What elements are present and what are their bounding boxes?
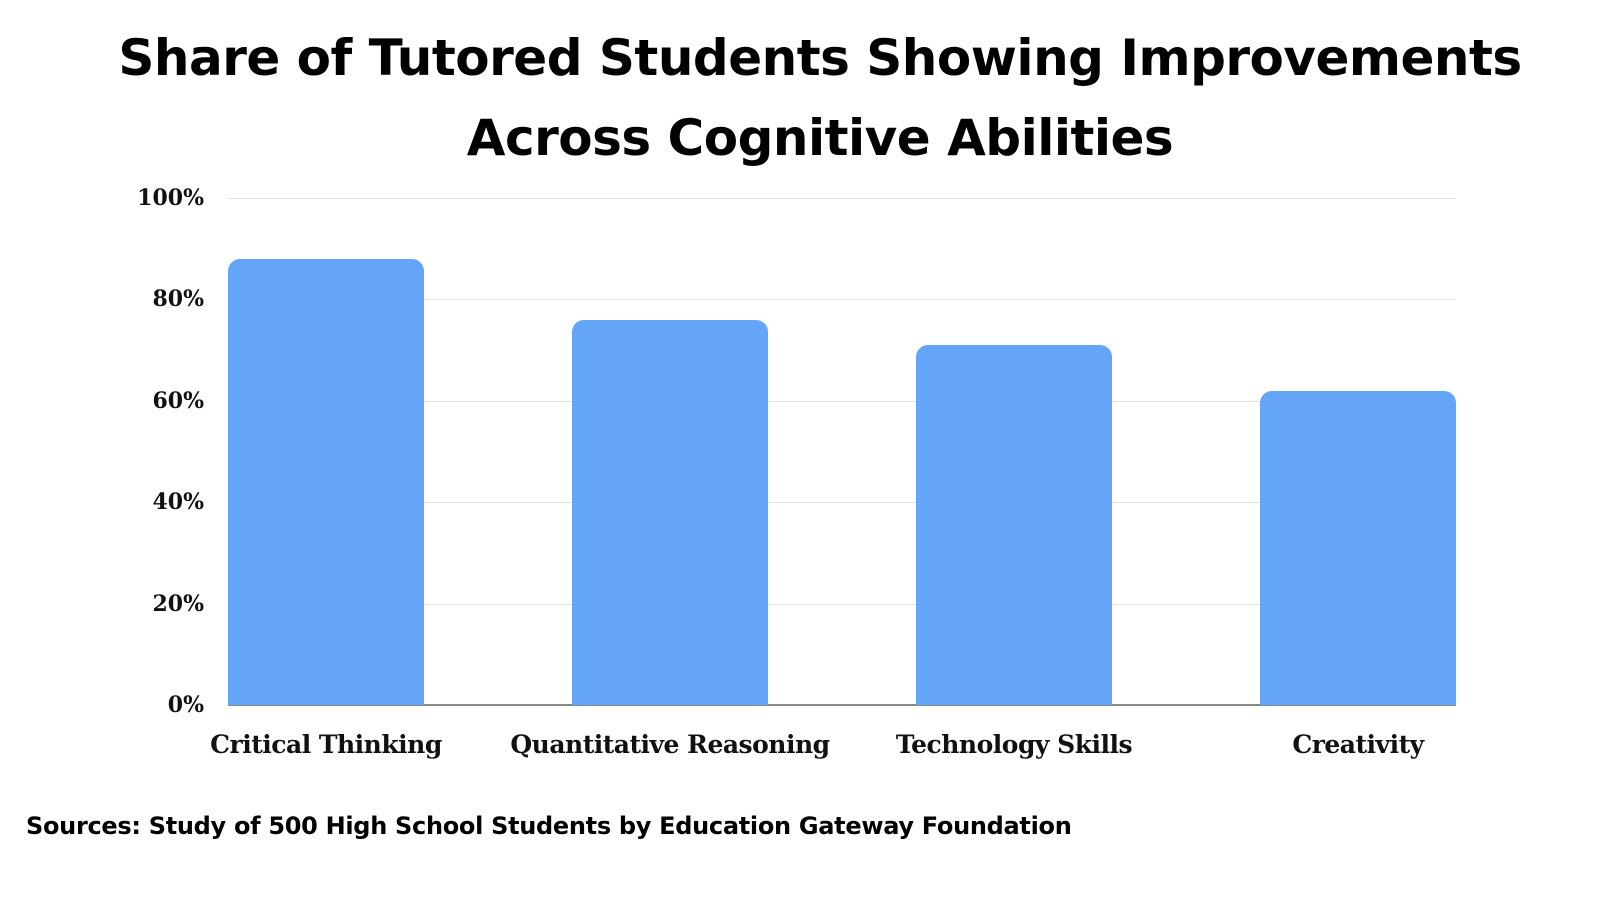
- bar-quantitative-reasoning: [572, 319, 768, 705]
- gridline: [228, 198, 1456, 199]
- x-tick-label: Creativity: [1292, 730, 1424, 759]
- x-tick-label: Critical Thinking: [210, 730, 442, 759]
- gridline: [228, 400, 1456, 402]
- chart-title-line-1: Share of Tutored Students Showing Improv…: [118, 29, 1522, 87]
- y-tick-label: 60%: [152, 387, 204, 414]
- y-tick-label: 100%: [137, 185, 204, 211]
- gridline: [228, 299, 1456, 301]
- bar-critical-thinking: [228, 258, 424, 705]
- x-tick-label: Technology Skills: [895, 730, 1133, 759]
- x-axis-line: [228, 704, 1456, 706]
- chart-title: Share of Tutored Students Showing Improv…: [0, 18, 1600, 178]
- chart-title-line-2: Across Cognitive Abilities: [466, 109, 1174, 167]
- bar-technology-skills: [916, 345, 1112, 705]
- gridline: [228, 603, 1456, 605]
- x-tick-label: Quantitative Reasoning: [510, 730, 830, 759]
- y-tick-label: 0%: [167, 692, 204, 718]
- source-note: Sources: Study of 500 High School Studen…: [26, 812, 1072, 840]
- y-tick-label: 20%: [152, 590, 204, 617]
- gridline: [228, 502, 1456, 504]
- y-tick-label: 80%: [152, 286, 204, 313]
- y-tick-label: 40%: [152, 489, 204, 516]
- bar-creativity: [1260, 390, 1456, 705]
- plot-area: [228, 198, 1456, 706]
